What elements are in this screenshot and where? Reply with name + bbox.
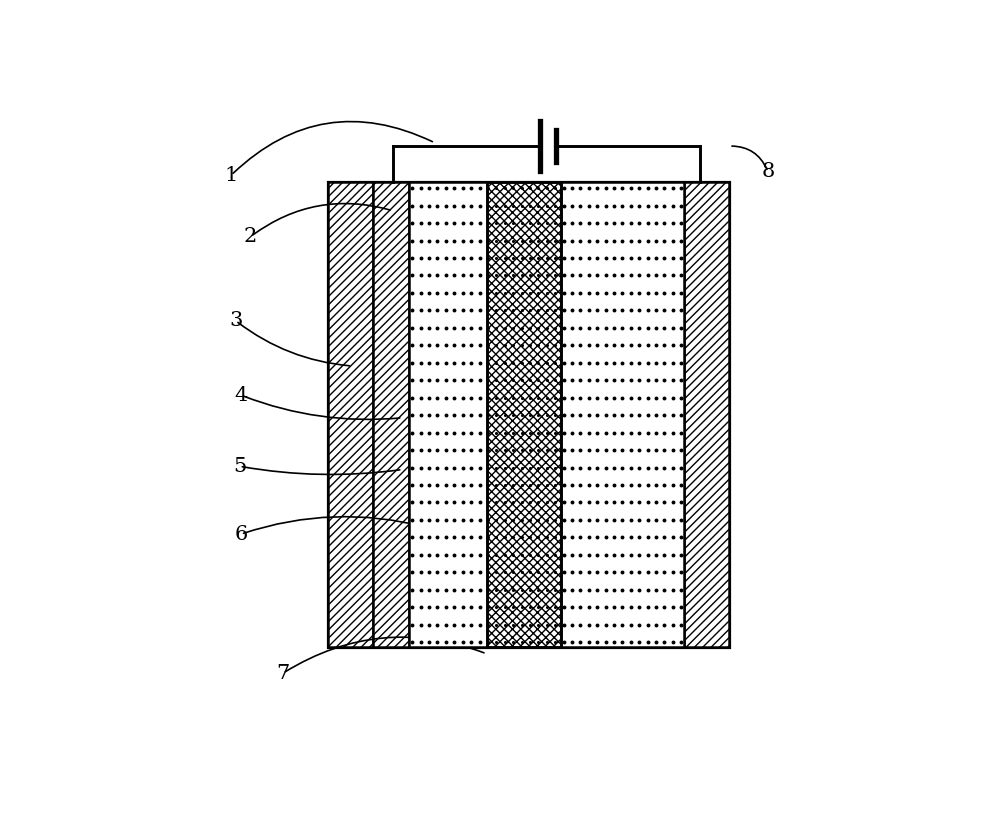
Text: 7: 7	[276, 664, 290, 683]
Bar	[487, 181, 561, 648]
Text: 5: 5	[233, 457, 246, 475]
Bar	[328, 181, 729, 648]
Bar	[684, 181, 729, 648]
Text: 2: 2	[244, 227, 257, 246]
Bar	[409, 181, 684, 648]
Text: 8: 8	[761, 162, 775, 181]
Bar	[373, 181, 409, 648]
Text: 4: 4	[234, 386, 247, 405]
Text: 1: 1	[224, 165, 238, 185]
Bar	[328, 181, 373, 648]
Text: 3: 3	[229, 311, 242, 330]
Text: 6: 6	[234, 525, 247, 543]
